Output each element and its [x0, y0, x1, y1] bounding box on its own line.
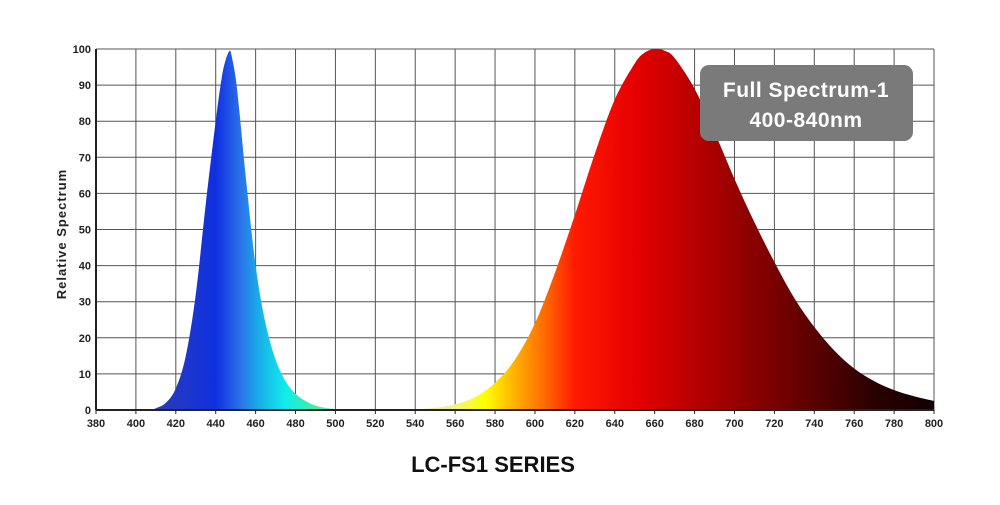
x-tick-label-440: 440 — [207, 418, 225, 430]
axes — [95, 49, 935, 414]
x-tick-label-580: 580 — [486, 418, 504, 430]
x-tick-label-800: 800 — [925, 418, 943, 430]
x-tick-label-680: 680 — [685, 418, 703, 430]
x-tick-label-420: 420 — [167, 418, 185, 430]
x-tick-label-760: 760 — [845, 418, 863, 430]
y-tick-label-80: 80 — [79, 116, 91, 128]
y-tick-label-30: 30 — [79, 297, 91, 309]
x-tick-label-460: 460 — [246, 418, 264, 430]
y-axis-label: Relative Spectrum — [54, 169, 69, 299]
y-tick-label-50: 50 — [79, 225, 91, 237]
x-tick-label-520: 520 — [366, 418, 384, 430]
x-tick-label-480: 480 — [286, 418, 304, 430]
x-tick-labels: 380 400 420 440 460 480 500 520 540 560 580 600 620 6… — [87, 418, 943, 430]
x-tick-label-540: 540 — [406, 418, 424, 430]
x-tick-label-400: 400 — [127, 418, 145, 430]
y-tick-label-0: 0 — [85, 405, 91, 417]
x-tick-label-560: 560 — [446, 418, 464, 430]
y-tick-label-40: 40 — [79, 261, 91, 273]
annotation-badge: Full Spectrum-1 400-840nm — [700, 65, 913, 141]
annotation-line-2: 400-840nm — [749, 109, 862, 132]
y-tick-label-70: 70 — [79, 152, 91, 164]
x-tick-label-720: 720 — [765, 418, 783, 430]
y-tick-label-20: 20 — [79, 333, 91, 345]
x-tick-label-700: 700 — [725, 418, 743, 430]
x-tick-label-660: 660 — [645, 418, 663, 430]
x-tick-label-640: 640 — [606, 418, 624, 430]
y-tick-labels: 0 10 20 30 40 50 60 70 80 90 100 — [73, 44, 91, 417]
x-tick-label-600: 600 — [526, 418, 544, 430]
x-tick-label-740: 740 — [805, 418, 823, 430]
y-tick-label-10: 10 — [79, 369, 91, 381]
spectrum-area-2 — [96, 48, 934, 410]
x-tick-label-380: 380 — [87, 418, 105, 430]
x-tick-label-780: 780 — [885, 418, 903, 430]
y-tick-label-60: 60 — [79, 188, 91, 200]
x-tick-label-620: 620 — [566, 418, 584, 430]
spectrum-areas — [96, 48, 934, 410]
chart-title: LC-FS1 SERIES — [411, 452, 575, 477]
annotation-line-1: Full Spectrum-1 — [723, 79, 889, 102]
y-tick-label-90: 90 — [79, 80, 91, 92]
y-tick-label-100: 100 — [73, 44, 91, 56]
x-tick-label-500: 500 — [326, 418, 344, 430]
annotation-badge-background — [700, 65, 913, 141]
